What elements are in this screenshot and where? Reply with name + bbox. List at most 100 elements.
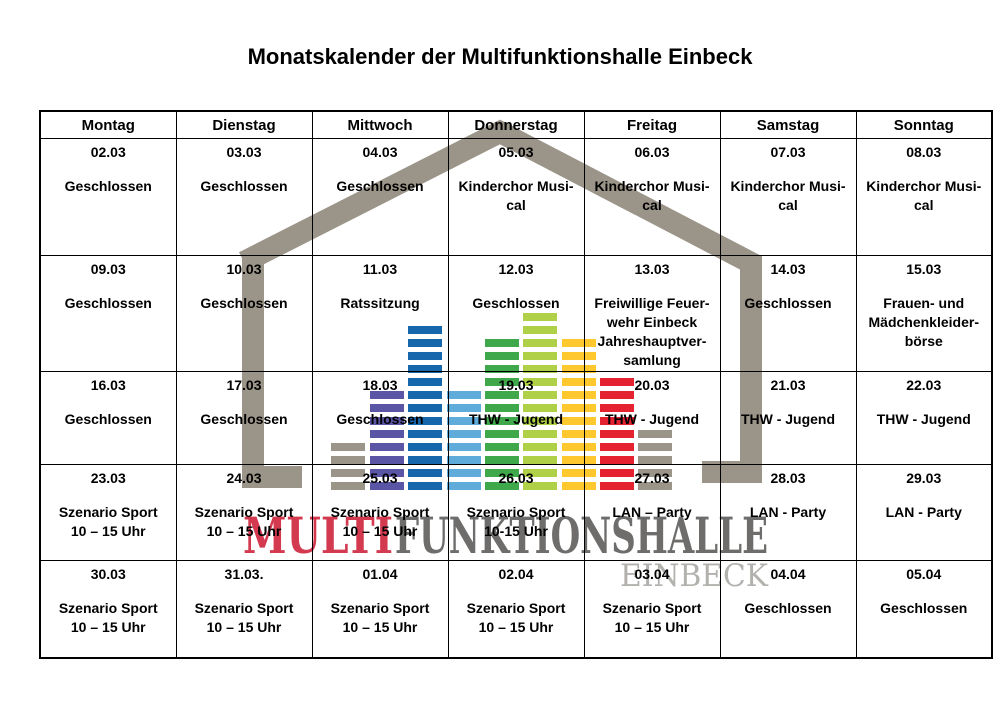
cell-date: 11.03 (362, 261, 398, 277)
cell-date: 31.03. (224, 566, 264, 582)
calendar-header-row: Montag Dienstag Mittwoch Donnerstag Freitag S… (39, 110, 993, 139)
calendar-cell: 12.03 Geschlossen (447, 255, 585, 372)
cell-event: LAN – Party (612, 504, 692, 520)
cell-event: Szenario Sport 10 – 15 Uhr (58, 600, 158, 635)
week-row: 30.03 Szenario Sport 10 – 15 Uhr 31.03. Sze… (39, 560, 993, 658)
cell-event: Frauen- und Mädchenkleider- börse (868, 295, 979, 349)
calendar-cell: 27.03 LAN – Party (583, 464, 721, 561)
cell-event: Szenario Sport 10-15 Uhr (466, 504, 566, 539)
cell-date: 03.03 (226, 144, 262, 160)
calendar-cell: 30.03 Szenario Sport 10 – 15 Uhr (39, 560, 177, 658)
cell-date: 13.03 (634, 261, 670, 277)
day-header: Samstag (719, 110, 857, 139)
cell-date: 01.04 (362, 566, 398, 582)
cell-event: Geschlossen (64, 411, 152, 427)
cell-event: LAN - Party (885, 504, 962, 520)
cell-event: Kinderchor Musi- cal (594, 178, 710, 213)
cell-event: Szenario Sport 10 – 15 Uhr (602, 600, 702, 635)
calendar-cell: 31.03. Szenario Sport 10 – 15 Uhr (175, 560, 313, 658)
cell-date: 30.03 (90, 566, 126, 582)
calendar-cell: 13.03 Freiwillige Feuer- wehr Einbeck Jah… (583, 255, 721, 372)
cell-event: THW - Jugend (468, 411, 564, 427)
day-header: Mittwoch (311, 110, 449, 139)
cell-event: Geschlossen (744, 295, 832, 311)
calendar-cell: 23.03 Szenario Sport 10 – 15 Uhr (39, 464, 177, 561)
cell-event: Geschlossen (64, 295, 152, 311)
cell-date: 14.03 (770, 261, 806, 277)
cell-event: Ratssitzung (340, 295, 420, 311)
cell-event: Kinderchor Musi- cal (866, 178, 982, 213)
calendar-cell: 20.03 THW - Jugend (583, 371, 721, 465)
cell-date: 26.03 (498, 470, 534, 486)
cell-date: 04.04 (770, 566, 806, 582)
cell-date: 10.03 (226, 261, 262, 277)
calendar-cell: 19.03 THW - Jugend (447, 371, 585, 465)
week-row: 09.03 Geschlossen 10.03 Geschlossen 11.03 Rat… (39, 255, 993, 372)
cell-date: 25.03 (362, 470, 398, 486)
cell-event: THW - Jugend (876, 411, 971, 427)
cell-event: Geschlossen (200, 178, 288, 194)
cell-date: 19.03 (498, 377, 534, 393)
cell-event: Szenario Sport 10 – 15 Uhr (194, 504, 294, 539)
calendar-cell: 24.03 Szenario Sport 10 – 15 Uhr (175, 464, 313, 561)
cell-date: 12.03 (498, 261, 534, 277)
calendar-cell: 17.03 Geschlossen (175, 371, 313, 465)
week-row: 16.03 Geschlossen 17.03 Geschlossen 18.03 Ges… (39, 371, 993, 465)
cell-date: 09.03 (90, 261, 126, 277)
page-title: Monatskalender der Multifunktionshalle E… (247, 44, 753, 69)
cell-event: Szenario Sport 10 – 15 Uhr (466, 600, 566, 635)
calendar-cell: 25.03 Szenario Sport 10 – 15 Uhr (311, 464, 449, 561)
cell-event: Geschlossen (64, 178, 152, 194)
week-row: 23.03 Szenario Sport 10 – 15 Uhr 24.03 Szen… (39, 464, 993, 561)
cell-date: 07.03 (770, 144, 806, 160)
cell-event: Freiwillige Feuer- wehr Einbeck Jahresha… (594, 295, 710, 368)
calendar-cell: 03.03 Geschlossen (175, 138, 313, 256)
day-header: Sonntag (855, 110, 993, 139)
cell-event: Kinderchor Musi- cal (730, 178, 846, 213)
cell-event: Szenario Sport 10 – 15 Uhr (330, 600, 430, 635)
calendar-cell: 03.04 Szenario Sport 10 – 15 Uhr (583, 560, 721, 658)
day-header: Dienstag (175, 110, 313, 139)
calendar-cell: 16.03 Geschlossen (39, 371, 177, 465)
cell-date: 03.04 (634, 566, 670, 582)
cell-event: Geschlossen (200, 295, 288, 311)
cell-event: Geschlossen (472, 295, 560, 311)
calendar-cell: 11.03 Ratssitzung (311, 255, 449, 372)
day-header: Freitag (583, 110, 721, 139)
calendar-cell: 29.03 LAN - Party (855, 464, 993, 561)
calendar-cell: 22.03 THW - Jugend (855, 371, 993, 465)
day-header: Montag (39, 110, 177, 139)
cell-date: 06.03 (634, 144, 670, 160)
day-header: Donnerstag (447, 110, 585, 139)
calendar-table: Montag Dienstag Mittwoch Donnerstag Freitag S… (39, 110, 993, 659)
cell-date: 22.03 (906, 377, 942, 393)
week-row: 02.03 Geschlossen 03.03 Geschlossen 04.03 Ges… (39, 138, 993, 256)
cell-date: 05.04 (906, 566, 942, 582)
cell-date: 02.03 (90, 144, 126, 160)
cell-event: Geschlossen (744, 600, 832, 616)
cell-event: Szenario Sport 10 – 15 Uhr (194, 600, 294, 635)
cell-date: 02.04 (498, 566, 534, 582)
cell-event: Szenario Sport 10 – 15 Uhr (58, 504, 158, 539)
cell-date: 05.03 (498, 144, 534, 160)
cell-date: 23.03 (90, 470, 126, 486)
calendar-cell: 10.03 Geschlossen (175, 255, 313, 372)
cell-date: 28.03 (770, 470, 806, 486)
calendar-cell: 26.03 Szenario Sport 10-15 Uhr (447, 464, 585, 561)
calendar-cell: 04.03 Geschlossen (311, 138, 449, 256)
calendar-cell: 05.03 Kinderchor Musi- cal (447, 138, 585, 256)
calendar-cell: 21.03 THW - Jugend (719, 371, 857, 465)
calendar-cell: 04.04 Geschlossen (719, 560, 857, 658)
cell-event: LAN - Party (749, 504, 827, 520)
calendar-cell: 07.03 Kinderchor Musi- cal (719, 138, 857, 256)
cell-date: 08.03 (906, 144, 942, 160)
calendar-cell: 09.03 Geschlossen (39, 255, 177, 372)
cell-date: 04.03 (362, 144, 398, 160)
cell-date: 17.03 (226, 377, 262, 393)
calendar-cell: 28.03 LAN - Party (719, 464, 857, 561)
calendar-cell: 14.03 Geschlossen (719, 255, 857, 372)
calendar-cell: 18.03 Geschlossen (311, 371, 449, 465)
cell-date: 16.03 (90, 377, 126, 393)
cell-event: Szenario Sport 10 – 15 Uhr (330, 504, 430, 539)
cell-event: Kinderchor Musi- cal (458, 178, 574, 213)
